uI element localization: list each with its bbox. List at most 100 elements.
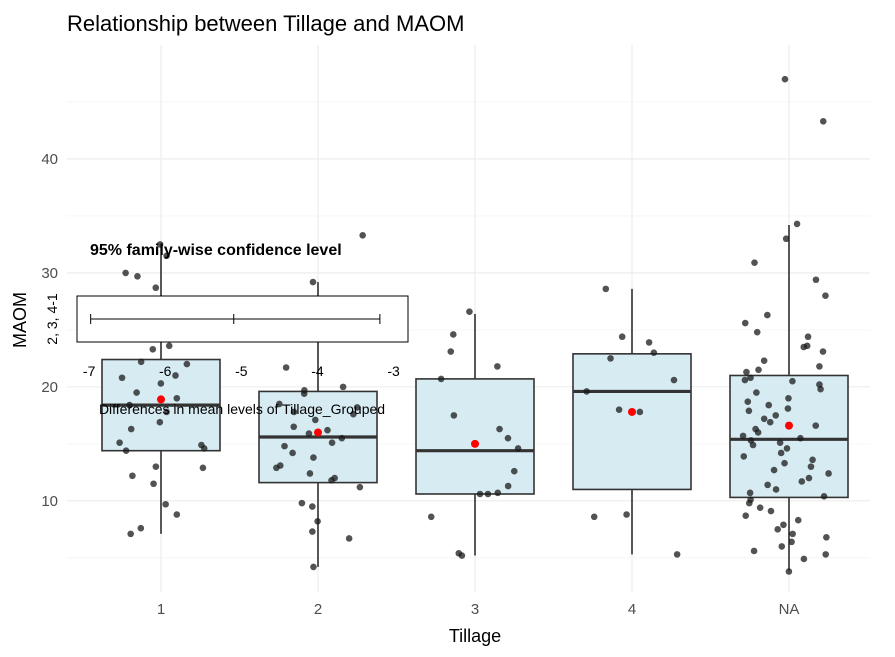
- data-point: [764, 311, 771, 319]
- data-point: [819, 118, 827, 125]
- data-point: [306, 470, 314, 477]
- data-point: [788, 538, 795, 546]
- data-point: [476, 490, 484, 498]
- data-point: [150, 480, 157, 488]
- data-point: [137, 358, 145, 366]
- inset-x-tick-label: -3: [387, 363, 400, 379]
- data-point: [156, 241, 164, 248]
- data-point: [157, 380, 165, 387]
- data-point: [116, 439, 123, 447]
- jitter-points: [116, 75, 832, 575]
- data-point: [746, 489, 754, 497]
- data-point: [753, 328, 761, 336]
- data-point: [165, 342, 173, 350]
- data-point: [744, 398, 752, 405]
- data-point: [767, 507, 775, 515]
- data-point: [353, 404, 361, 411]
- data-point: [765, 401, 773, 409]
- inset-y-label: 2, 3, 4-1: [44, 293, 60, 345]
- box-iqr: [572, 353, 692, 491]
- data-point: [200, 445, 208, 452]
- x-tick-label: NA: [779, 601, 800, 618]
- data-point: [742, 512, 750, 519]
- data-point: [504, 482, 512, 490]
- box-iqr: [415, 378, 535, 495]
- data-point: [789, 530, 796, 538]
- data-point: [183, 360, 191, 368]
- data-point: [282, 364, 290, 371]
- data-point: [747, 374, 754, 382]
- data-point: [273, 464, 280, 472]
- data-point: [739, 432, 747, 440]
- data-point: [764, 481, 771, 489]
- inset-x-tick-label: -7: [83, 363, 96, 379]
- data-point: [789, 377, 796, 385]
- data-point: [782, 235, 790, 243]
- data-point: [437, 375, 445, 383]
- x-axis-title: Tillage: [449, 626, 501, 646]
- chart-title: Relationship between Tillage and MAOM: [67, 11, 464, 36]
- data-point: [122, 447, 130, 454]
- data-point: [484, 490, 492, 498]
- data-point: [510, 467, 518, 475]
- data-point: [126, 401, 133, 409]
- data-point: [745, 499, 753, 507]
- x-tick-label: 1: [157, 601, 165, 618]
- y-tick-label: 40: [41, 151, 58, 168]
- data-point: [514, 445, 522, 452]
- data-point: [774, 526, 782, 533]
- data-point: [590, 513, 598, 521]
- data-point: [328, 439, 336, 447]
- data-point: [583, 388, 590, 395]
- data-point: [753, 389, 760, 396]
- data-point: [173, 394, 181, 402]
- data-point: [137, 524, 145, 532]
- x-tick-label: 4: [628, 601, 636, 618]
- inset-x-tick-label: -6: [159, 363, 172, 379]
- data-point: [359, 232, 366, 239]
- data-point: [822, 551, 830, 558]
- data-point: [328, 477, 335, 484]
- data-point: [127, 425, 135, 433]
- data-point: [793, 220, 801, 228]
- data-point: [338, 434, 346, 442]
- data-point: [760, 357, 768, 364]
- data-point: [766, 418, 774, 426]
- data-point: [458, 552, 466, 559]
- data-point: [819, 348, 827, 355]
- data-point: [447, 348, 455, 355]
- data-point: [133, 389, 140, 396]
- data-point: [466, 308, 473, 315]
- data-point: [785, 394, 792, 402]
- data-point: [670, 376, 678, 384]
- data-point: [314, 518, 321, 525]
- data-point: [812, 276, 820, 284]
- data-point: [298, 499, 306, 507]
- data-point: [797, 434, 804, 442]
- data-point: [602, 285, 610, 293]
- data-point: [309, 528, 316, 535]
- data-point: [345, 535, 353, 542]
- mean-point: [314, 428, 322, 437]
- x-tick-label: 2: [314, 601, 322, 618]
- data-point: [149, 345, 157, 353]
- data-point: [777, 449, 785, 457]
- data-point: [754, 429, 762, 436]
- data-point: [823, 534, 830, 541]
- data-point: [755, 366, 762, 374]
- data-point: [816, 363, 823, 370]
- data-point: [776, 439, 784, 447]
- data-point: [760, 415, 768, 423]
- data-point: [650, 349, 658, 356]
- data-point: [804, 333, 812, 341]
- data-point: [496, 425, 503, 433]
- data-point: [772, 486, 780, 493]
- data-point: [623, 511, 630, 518]
- data-point: [276, 400, 283, 408]
- data-point: [173, 511, 181, 518]
- data-point: [741, 376, 749, 384]
- data-point: [772, 412, 780, 419]
- data-point: [615, 406, 623, 413]
- y-tick-label: 10: [41, 493, 58, 510]
